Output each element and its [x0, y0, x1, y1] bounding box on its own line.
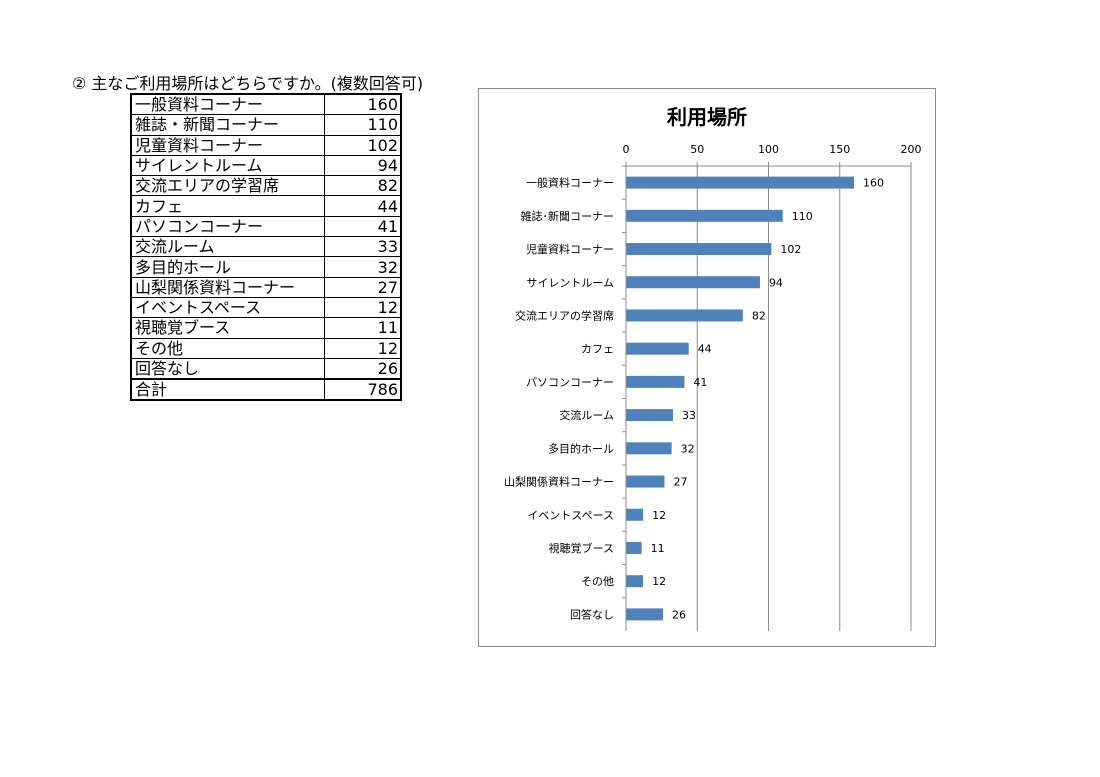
row-value: 12 [324, 337, 402, 359]
table-row: 交流エリアの学習席 82 [130, 175, 402, 197]
row-label: サイレントルーム [130, 154, 325, 177]
row-label: 一般資料コーナー [130, 93, 325, 116]
category-label: 回答なし [570, 607, 614, 621]
row-label: パソコンコーナー [130, 215, 325, 238]
row-value: 12 [324, 296, 402, 319]
data-label: 12 [652, 575, 666, 588]
table-row: カフェ 44 [130, 195, 402, 217]
bar [626, 475, 665, 488]
bar-chart: 利用場所 0 50 100 150 200 一般資料コーナー 160 雑誌･新聞コーナー 110 児… [504, 105, 922, 631]
results-table: 一般資料コーナー 160 雑誌・新聞コーナー 110 児童資料コーナー 102 サイレントル… [130, 93, 402, 402]
bar [626, 342, 689, 355]
table-row: その他 12 [130, 337, 402, 359]
table-row: 交流ルーム 33 [130, 236, 402, 258]
bar [626, 608, 664, 621]
data-label: 41 [693, 376, 707, 389]
bar [626, 442, 672, 455]
row-value: 94 [324, 154, 402, 177]
table-row: 一般資料コーナー 160 [130, 93, 402, 116]
data-label: 44 [698, 343, 712, 356]
category-label: 視聴覚ブース [549, 541, 614, 555]
row-value: 26 [324, 357, 402, 380]
table-row: 児童資料コーナー 102 [130, 134, 402, 156]
data-label: 33 [682, 409, 696, 422]
table-row: サイレントルーム 94 [130, 154, 402, 177]
row-value: 102 [324, 134, 402, 156]
x-tick-label: 0 [623, 143, 630, 156]
row-value: 41 [324, 215, 402, 238]
category-label: パソコンコーナー [526, 376, 614, 389]
row-label: 視聴覚ブース [130, 317, 325, 339]
row-value: 32 [324, 256, 402, 278]
bar [626, 243, 772, 256]
x-tick-label: 150 [829, 143, 850, 156]
bar [626, 209, 783, 222]
row-label: 交流エリアの学習席 [130, 175, 325, 197]
table-total-row: 合計 786 [130, 378, 402, 401]
total-value: 786 [324, 378, 402, 401]
table-row: 多目的ホール 32 [130, 256, 402, 278]
category-label: 雑誌･新聞コーナー [521, 209, 615, 223]
row-value: 11 [324, 317, 402, 339]
category-label: 児童資料コーナー [526, 242, 614, 256]
bar [626, 409, 674, 422]
bar [626, 575, 644, 588]
bar [626, 309, 743, 322]
category-label: 多目的ホール [548, 441, 614, 455]
data-label: 102 [780, 243, 801, 256]
bar [626, 276, 760, 289]
x-tick-label: 100 [758, 143, 779, 156]
category-label: その他 [581, 575, 614, 588]
x-tick-label: 50 [690, 143, 704, 156]
row-value: 44 [324, 195, 402, 217]
data-label: 110 [792, 210, 813, 223]
row-label: 回答なし [130, 357, 325, 380]
table-row: パソコンコーナー 41 [130, 215, 402, 238]
category-label: サイレントルーム [526, 276, 614, 289]
category-label: 交流ルーム [559, 408, 614, 422]
row-value: 82 [324, 175, 402, 197]
row-value: 27 [324, 276, 402, 298]
data-label: 82 [752, 309, 766, 322]
data-label: 26 [672, 608, 686, 621]
row-label: カフェ [130, 195, 325, 217]
category-label: カフェ [581, 343, 614, 356]
chart-title: 利用場所 [667, 105, 747, 129]
category-label: イベントスペース [527, 509, 614, 522]
row-label: 交流ルーム [130, 236, 325, 258]
total-label: 合計 [130, 378, 325, 401]
table-row: 雑誌・新聞コーナー 110 [130, 114, 402, 136]
bar [626, 541, 642, 554]
row-value: 33 [324, 236, 402, 258]
row-label: その他 [130, 337, 325, 359]
bar [626, 508, 644, 521]
row-value: 160 [324, 93, 402, 116]
category-label: 交流エリアの学習席 [515, 308, 614, 322]
data-label: 32 [681, 442, 695, 455]
row-label: 雑誌・新聞コーナー [130, 114, 325, 136]
data-label: 27 [673, 476, 687, 489]
data-label: 11 [651, 542, 665, 555]
question-heading: ② 主なご利用場所はどちらですか。(複数回答可) [72, 74, 424, 93]
row-label: 山梨関係資料コーナー [130, 276, 325, 298]
data-label: 94 [769, 276, 783, 289]
row-label: 児童資料コーナー [130, 134, 325, 156]
table-row: 山梨関係資料コーナー 27 [130, 276, 402, 298]
category-label: 一般資料コーナー [526, 176, 614, 190]
table-row: 回答なし 26 [130, 357, 402, 380]
category-label: 山梨関係資料コーナー [504, 475, 614, 489]
row-value: 110 [324, 114, 402, 136]
row-label: 多目的ホール [130, 256, 325, 278]
bar [626, 375, 685, 388]
x-tick-label: 200 [901, 143, 922, 156]
table-row: 視聴覚ブース 11 [130, 317, 402, 339]
chart-frame: 利用場所 0 50 100 150 200 一般資料コーナー 160 雑誌･新聞コーナー 110 児… [478, 88, 936, 647]
row-label: イベントスペース [130, 296, 325, 319]
bar [626, 176, 854, 189]
data-label: 160 [863, 177, 884, 190]
data-label: 12 [652, 509, 666, 522]
table-row: イベントスペース 12 [130, 296, 402, 319]
